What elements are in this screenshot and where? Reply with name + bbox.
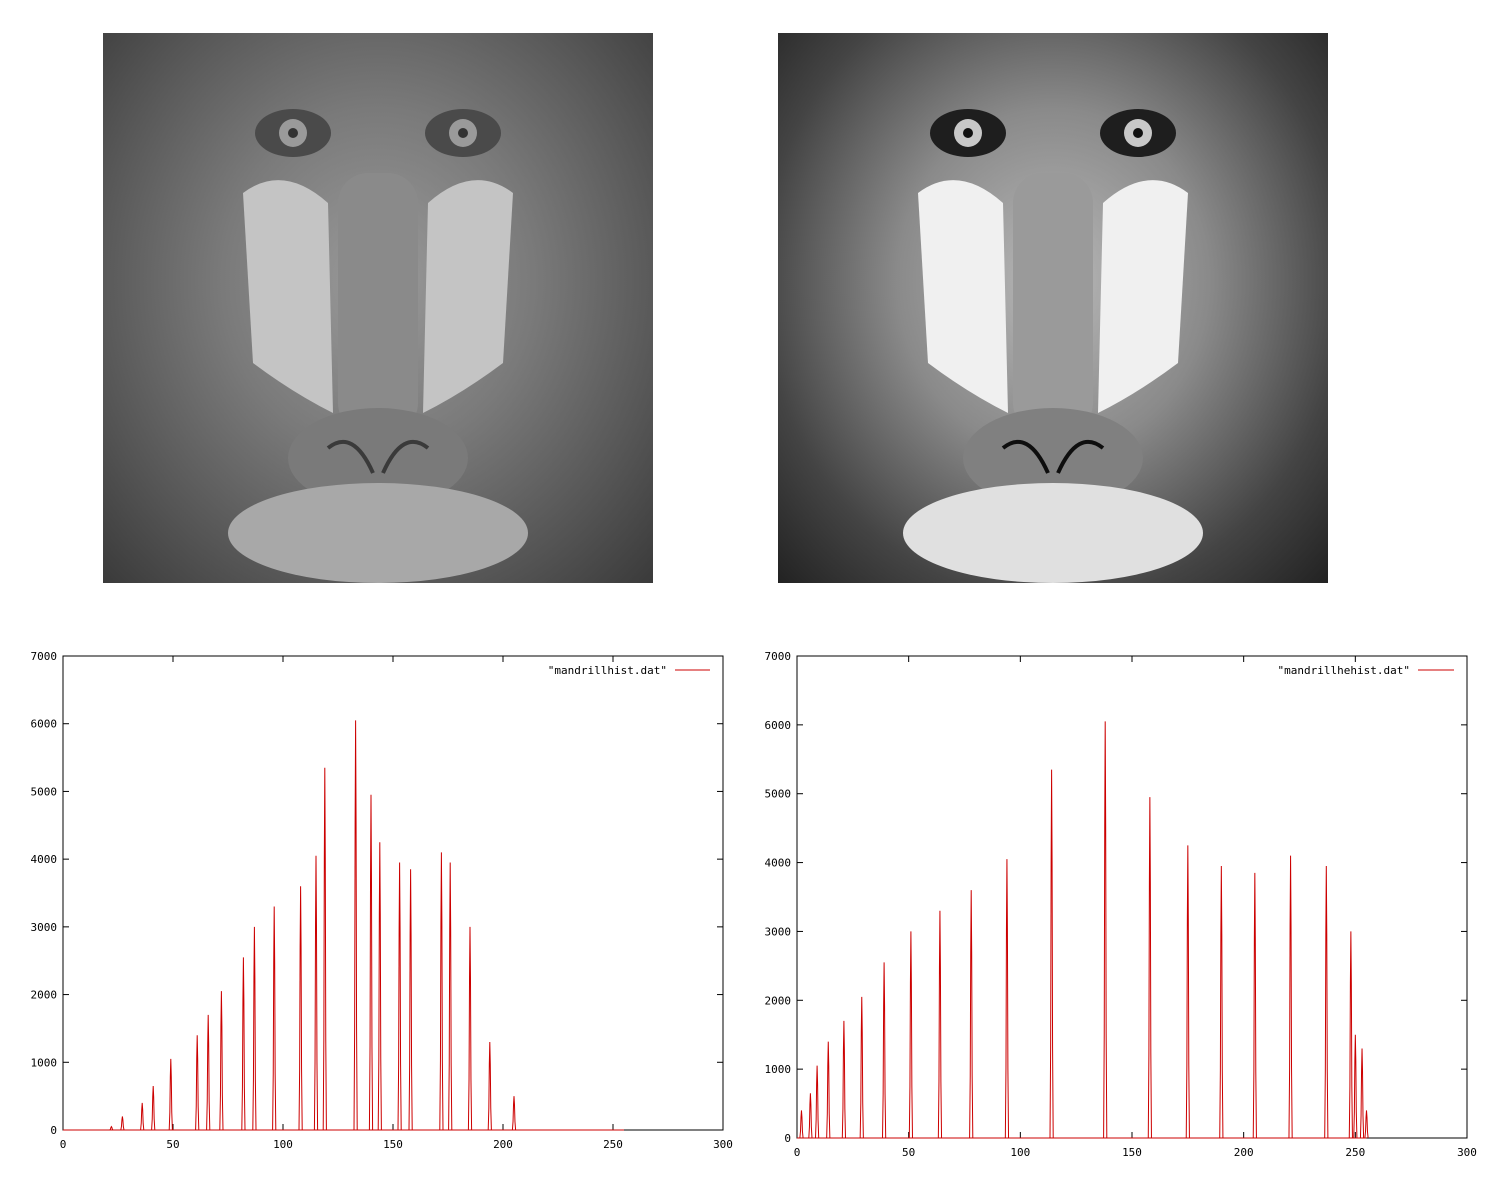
histogram-spike bbox=[353, 720, 358, 1131]
histogram-spike bbox=[1252, 872, 1257, 1139]
y-tick-label: 1000 bbox=[765, 1063, 792, 1076]
histogram-spike bbox=[969, 890, 974, 1139]
histogram-spike bbox=[1103, 721, 1108, 1139]
histogram-spike bbox=[151, 1085, 156, 1131]
y-tick-label: 6000 bbox=[31, 718, 58, 731]
y-tick-label: 1000 bbox=[31, 1056, 58, 1069]
histogram-spike bbox=[368, 794, 374, 1131]
histogram-spike bbox=[1364, 1110, 1369, 1139]
plot-frame bbox=[62, 655, 724, 1131]
histogram-spike bbox=[1219, 866, 1224, 1139]
histogram-spike bbox=[109, 1125, 114, 1131]
histogram-spike bbox=[1185, 845, 1190, 1139]
x-tick-label: 250 bbox=[1345, 1146, 1365, 1159]
histogram-spike bbox=[322, 767, 327, 1131]
x-tick-label: 0 bbox=[60, 1138, 67, 1151]
x-tick-label: 150 bbox=[1122, 1146, 1142, 1159]
y-tick-label: 3000 bbox=[765, 925, 792, 938]
y-tick-label: 4000 bbox=[765, 857, 792, 870]
histogram-spike bbox=[882, 962, 887, 1139]
x-tick-label: 300 bbox=[1457, 1146, 1477, 1159]
histogram-spike bbox=[252, 926, 257, 1131]
histogram-spike bbox=[397, 862, 402, 1131]
x-tick-label: 200 bbox=[1234, 1146, 1254, 1159]
y-tick-label: 5000 bbox=[765, 788, 792, 801]
x-tick-label: 0 bbox=[794, 1146, 801, 1159]
histogram-spike bbox=[439, 852, 444, 1131]
histogram-spike bbox=[241, 957, 246, 1131]
x-tick-label: 250 bbox=[603, 1138, 623, 1151]
histogram-original-svg: "mandrillhist.dat" 0 50 100 150 200 250 300010… bbox=[31, 650, 733, 1151]
histogram-spike bbox=[467, 926, 473, 1131]
histogram-spike bbox=[377, 842, 382, 1131]
histogram-spike bbox=[140, 1102, 145, 1131]
histogram-spike bbox=[487, 1041, 492, 1131]
histogram-spike bbox=[1353, 1034, 1358, 1139]
legend-label: "mandrillhehist.dat" bbox=[1278, 664, 1410, 677]
histogram-spike bbox=[815, 1065, 820, 1139]
y-tick-label: 4000 bbox=[31, 853, 58, 866]
histogram-spike bbox=[1359, 1048, 1365, 1139]
histogram-spike bbox=[448, 862, 453, 1131]
histogram-original-chart: "mandrillhist.dat" 0 50 100 150 200 250 300 0 10… bbox=[0, 640, 744, 1170]
histogram-spike bbox=[841, 1020, 846, 1139]
x-tick-label: 200 bbox=[493, 1138, 513, 1151]
histogram-spike bbox=[937, 910, 943, 1139]
x-tick-label: 100 bbox=[1010, 1146, 1030, 1159]
x-tick-label: 50 bbox=[166, 1138, 179, 1151]
mandrill-original-image bbox=[103, 33, 653, 583]
histogram-spike bbox=[272, 906, 277, 1131]
histogram-spike bbox=[206, 1014, 211, 1131]
histogram-spike bbox=[799, 1110, 804, 1139]
histogram-spike bbox=[826, 1041, 831, 1139]
histogram-spike bbox=[511, 1096, 517, 1131]
histogram-spike bbox=[1288, 855, 1293, 1139]
x-tick-label: 300 bbox=[713, 1138, 733, 1151]
legend-label: "mandrillhist.dat" bbox=[548, 664, 667, 677]
histogram-spike bbox=[859, 996, 864, 1139]
histogram-spike bbox=[313, 855, 319, 1131]
plot-frame bbox=[796, 655, 1468, 1139]
x-tick-label: 50 bbox=[902, 1146, 915, 1159]
histogram-spike bbox=[1348, 931, 1353, 1139]
histogram-spike bbox=[408, 869, 413, 1131]
histogram-spike bbox=[1147, 797, 1152, 1139]
y-tick-label: 7000 bbox=[31, 650, 58, 663]
y-tick-label: 7000 bbox=[765, 650, 792, 663]
x-tick-label: 150 bbox=[383, 1138, 403, 1151]
histogram-spike bbox=[1049, 769, 1054, 1139]
histogram-equalized-chart: "mandrillhehist.dat" 0 50 100 150 200 250 300 0… bbox=[744, 640, 1508, 1178]
y-tick-label: 6000 bbox=[765, 719, 792, 732]
histogram-spike bbox=[1324, 866, 1329, 1139]
y-tick-label: 2000 bbox=[765, 994, 792, 1007]
histogram-spike bbox=[298, 886, 303, 1131]
histogram-spike bbox=[1004, 859, 1010, 1139]
histogram-spike bbox=[120, 1116, 125, 1131]
y-tick-label: 0 bbox=[784, 1132, 791, 1145]
y-tick-label: 0 bbox=[50, 1124, 57, 1137]
histogram-spike bbox=[195, 1035, 200, 1131]
x-tick-label: 100 bbox=[273, 1138, 293, 1151]
y-tick-label: 5000 bbox=[31, 785, 58, 798]
histogram-spike bbox=[808, 1093, 813, 1139]
y-tick-label: 3000 bbox=[31, 921, 58, 934]
mandrill-equalized-image bbox=[778, 33, 1328, 583]
histogram-spike bbox=[219, 991, 224, 1131]
y-tick-label: 2000 bbox=[31, 989, 58, 1002]
histogram-spike bbox=[908, 931, 913, 1139]
histogram-spike bbox=[168, 1058, 173, 1131]
histogram-equalized-svg: "mandrillhehist.dat" 0 50 100 150 200 250 3000… bbox=[765, 650, 1477, 1159]
